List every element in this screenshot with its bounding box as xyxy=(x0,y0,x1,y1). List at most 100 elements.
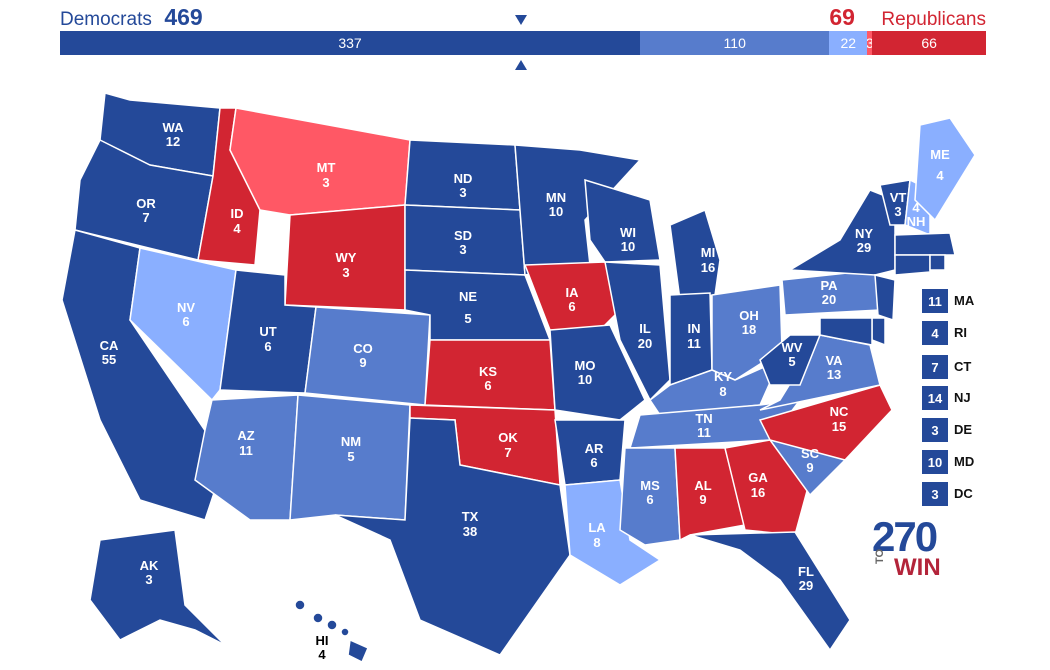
small-state-box-DC[interactable]: 3 xyxy=(922,482,948,506)
label-AL: AL xyxy=(694,478,711,493)
label-NY-ev: 29 xyxy=(857,240,871,255)
label-KY: KY xyxy=(714,369,732,384)
label-OR: OR xyxy=(136,196,156,211)
label-NV: NV xyxy=(177,300,195,315)
bar-segment-lean-rep[interactable]: 3 xyxy=(867,31,873,55)
label-NV-ev: 6 xyxy=(182,314,189,329)
state-IL[interactable] xyxy=(604,261,671,402)
state-NJ[interactable] xyxy=(874,274,896,322)
small-state-box-MA[interactable]: 11 xyxy=(922,289,948,313)
label-WV: WV xyxy=(782,340,803,355)
state-NV[interactable] xyxy=(129,247,237,402)
small-state-box-RI[interactable]: 4 xyxy=(922,321,948,345)
label-ID-ev: 4 xyxy=(233,221,241,236)
label-NE-ev: 5 xyxy=(464,311,471,326)
label-TN-ev: 11 xyxy=(697,425,711,440)
label-WY: WY xyxy=(336,250,357,265)
state-CO[interactable] xyxy=(304,306,431,406)
state-RI[interactable] xyxy=(929,254,946,271)
label-WI-ev: 10 xyxy=(621,239,635,254)
small-state-label-CT: CT xyxy=(954,359,972,374)
electoral-vote-bar: 337 110 22 3 66 xyxy=(60,31,986,55)
state-MD[interactable] xyxy=(819,317,873,346)
label-HI: HI xyxy=(316,633,329,648)
label-WI: WI xyxy=(620,225,636,240)
small-state-label-MA: MA xyxy=(954,293,975,308)
bar-segment-safe-rep[interactable]: 66 xyxy=(872,31,986,55)
label-HI-ev: 4 xyxy=(318,647,326,662)
label-MN: MN xyxy=(546,190,566,205)
label-GA: GA xyxy=(748,470,768,485)
state-MO[interactable] xyxy=(549,324,646,421)
label-TX-ev: 38 xyxy=(463,524,477,539)
label-AR-ev: 6 xyxy=(590,455,597,470)
label-NE: NE xyxy=(459,289,477,304)
state-CT[interactable] xyxy=(894,254,931,276)
small-state-box-DE[interactable]: 3 xyxy=(922,418,948,442)
label-PA-ev: 20 xyxy=(822,292,836,307)
label-LA: LA xyxy=(588,520,606,535)
label-VA-ev: 13 xyxy=(827,367,841,382)
small-state-label-NJ: NJ xyxy=(954,390,971,405)
label-SD: SD xyxy=(454,228,472,243)
state-DE[interactable] xyxy=(871,317,886,347)
state-LA[interactable] xyxy=(564,479,662,586)
state-WI[interactable] xyxy=(584,178,661,263)
bar-segment-lean-dem[interactable]: 22 xyxy=(829,31,868,55)
state-ME[interactable] xyxy=(914,117,976,222)
label-IA-ev: 6 xyxy=(568,299,575,314)
label-MI-ev: 16 xyxy=(701,260,715,275)
state-HI[interactable] xyxy=(294,599,369,664)
small-state-box-CT[interactable]: 7 xyxy=(922,355,948,379)
label-ME: ME xyxy=(930,147,950,162)
label-OK-ev: 7 xyxy=(504,445,511,460)
label-TN: TN xyxy=(695,411,712,426)
label-OH-ev: 18 xyxy=(742,322,756,337)
label-AR: AR xyxy=(585,441,604,456)
logo-to: TO xyxy=(874,548,886,564)
small-state-label-MD: MD xyxy=(954,454,975,469)
republicans-total: 69 xyxy=(829,4,855,30)
state-WV[interactable] xyxy=(759,334,822,386)
state-TX[interactable] xyxy=(334,417,571,656)
label-OR-ev: 7 xyxy=(142,210,149,225)
democrats-header: Democrats 469 xyxy=(60,4,203,31)
label-IN-ev: 11 xyxy=(687,336,701,351)
label-WA: WA xyxy=(163,120,185,135)
label-ND-ev: 3 xyxy=(459,185,466,200)
small-state-label-DE: DE xyxy=(954,422,973,437)
state-MA[interactable] xyxy=(894,232,956,256)
state-labels: WA 12 OR 7 CA 55 ID 4 MT 3 WY 3 NV 6 UT … xyxy=(100,120,950,662)
state-IA[interactable] xyxy=(523,261,626,336)
label-AK: AK xyxy=(140,558,159,573)
small-state-label-RI: RI xyxy=(954,325,967,340)
label-MO-ev: 10 xyxy=(578,372,592,387)
label-AZ: AZ xyxy=(237,428,254,443)
label-AL-ev: 9 xyxy=(699,492,706,507)
republicans-header: 69 Republicans xyxy=(829,4,986,31)
bar-segment-likely-dem[interactable]: 110 xyxy=(640,31,830,55)
label-FL-ev: 29 xyxy=(799,578,813,593)
label-MS: MS xyxy=(640,478,660,493)
label-MO: MO xyxy=(575,358,596,373)
label-UT-ev: 6 xyxy=(264,339,271,354)
label-FL: FL xyxy=(798,564,814,579)
state-AK[interactable] xyxy=(89,529,226,646)
label-VA: VA xyxy=(825,353,843,368)
label-MI: MI xyxy=(701,245,715,260)
270-marker-up-icon xyxy=(515,60,527,70)
state-AL[interactable] xyxy=(674,447,746,542)
bar-segment-safe-dem[interactable]: 337 xyxy=(60,31,641,55)
state-NY[interactable] xyxy=(787,189,896,276)
label-OH: OH xyxy=(739,308,759,323)
state-FL[interactable] xyxy=(689,531,851,652)
small-state-box-MD[interactable]: 10 xyxy=(922,450,948,474)
state-MI[interactable] xyxy=(669,208,721,301)
label-KS: KS xyxy=(479,364,497,379)
state-MS[interactable] xyxy=(619,447,681,546)
state-MN[interactable] xyxy=(514,144,642,276)
small-state-box-NJ[interactable]: 14 xyxy=(922,386,948,410)
state-NC[interactable] xyxy=(758,384,893,461)
label-IL: IL xyxy=(639,321,651,336)
